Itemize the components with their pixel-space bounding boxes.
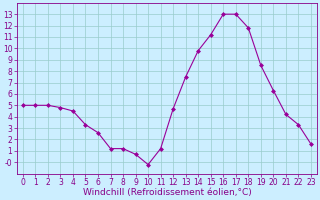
X-axis label: Windchill (Refroidissement éolien,°C): Windchill (Refroidissement éolien,°C) [83, 188, 251, 197]
